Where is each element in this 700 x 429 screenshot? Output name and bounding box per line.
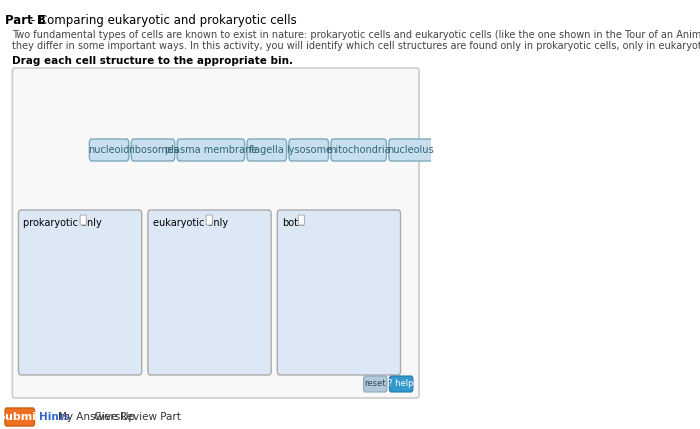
- FancyBboxPatch shape: [206, 215, 212, 225]
- Text: nucleoid: nucleoid: [88, 145, 130, 155]
- Text: flagella: flagella: [249, 145, 285, 155]
- FancyBboxPatch shape: [331, 139, 386, 161]
- FancyBboxPatch shape: [90, 139, 129, 161]
- Text: ? help: ? help: [389, 380, 414, 389]
- Text: My Answers: My Answers: [58, 412, 120, 422]
- Text: reset: reset: [365, 380, 386, 389]
- Text: Drag each cell structure to the appropriate bin.: Drag each cell structure to the appropri…: [13, 56, 293, 66]
- Text: Submit: Submit: [0, 412, 42, 422]
- Text: - Comparing eukaryotic and prokaryotic cells: - Comparing eukaryotic and prokaryotic c…: [27, 14, 297, 27]
- FancyBboxPatch shape: [132, 139, 175, 161]
- FancyBboxPatch shape: [363, 376, 387, 392]
- Text: Give Up: Give Up: [94, 412, 134, 422]
- FancyBboxPatch shape: [148, 210, 271, 375]
- Text: ribosomes: ribosomes: [127, 145, 178, 155]
- FancyBboxPatch shape: [13, 68, 419, 398]
- FancyBboxPatch shape: [289, 139, 328, 161]
- Text: nucleolus: nucleolus: [387, 145, 434, 155]
- FancyBboxPatch shape: [177, 139, 245, 161]
- FancyBboxPatch shape: [18, 210, 141, 375]
- Text: Hints: Hints: [39, 412, 70, 422]
- Text: lysosome: lysosome: [286, 145, 332, 155]
- Text: plasma membrane: plasma membrane: [164, 145, 257, 155]
- Text: both: both: [282, 218, 304, 228]
- Text: Part B: Part B: [5, 14, 46, 27]
- Text: Two fundamental types of cells are known to exist in nature: prokaryotic cells a: Two fundamental types of cells are known…: [13, 30, 700, 40]
- Text: eukaryotic only: eukaryotic only: [153, 218, 228, 228]
- FancyBboxPatch shape: [389, 139, 433, 161]
- FancyBboxPatch shape: [298, 215, 304, 225]
- FancyBboxPatch shape: [5, 408, 34, 426]
- Text: they differ in some important ways. In this activity, you will identify which ce: they differ in some important ways. In t…: [13, 41, 700, 51]
- Text: mitochondria: mitochondria: [326, 145, 391, 155]
- Text: Review Part: Review Part: [120, 412, 181, 422]
- FancyBboxPatch shape: [277, 210, 400, 375]
- FancyBboxPatch shape: [389, 376, 413, 392]
- FancyBboxPatch shape: [80, 215, 86, 225]
- FancyBboxPatch shape: [247, 139, 286, 161]
- Text: prokaryotic only: prokaryotic only: [23, 218, 102, 228]
